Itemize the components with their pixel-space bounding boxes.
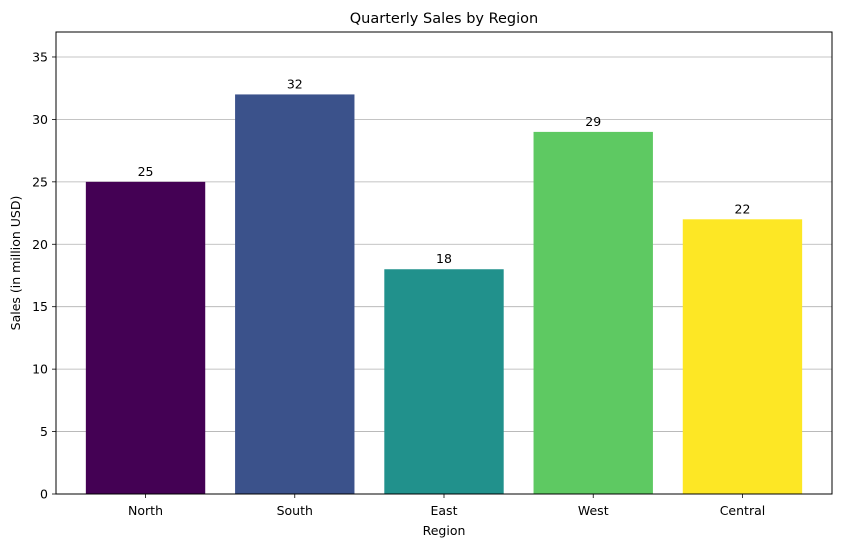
data-label-south: 32 [287,76,303,91]
bar-west [533,131,653,494]
y-tick-label: 5 [40,424,48,439]
x-tick-label: West [578,503,609,518]
y-tick-label: 25 [32,174,48,189]
data-labels: 25 32 18 29 22 [138,76,751,266]
bar-south [235,94,355,494]
bars [85,94,803,495]
y-tick-label: 10 [32,362,48,377]
bar-north [85,181,206,495]
y-axis-title: Sales (in million USD) [8,196,23,331]
data-label-east: 18 [436,251,452,266]
data-label-north: 25 [138,164,154,179]
chart-title: Quarterly Sales by Region [350,11,538,27]
x-tick-label: Central [720,503,766,518]
bar-central [682,219,803,494]
data-label-central: 22 [735,201,751,216]
y-tick-label: 0 [40,487,48,502]
y-axis-ticks: 0 5 10 15 20 25 30 35 [32,49,56,502]
y-tick-label: 20 [32,237,48,252]
x-tick-label: South [277,503,313,518]
y-tick-label: 15 [32,299,48,314]
y-tick-label: 30 [32,112,48,127]
bar-east [384,269,504,494]
y-tick-label: 35 [32,49,48,64]
x-tick-label: North [128,503,163,518]
x-axis-title: Region [423,523,466,538]
x-tick-label: East [431,503,458,518]
x-axis-ticks: North South East West Central [128,494,765,518]
data-label-west: 29 [585,114,601,129]
